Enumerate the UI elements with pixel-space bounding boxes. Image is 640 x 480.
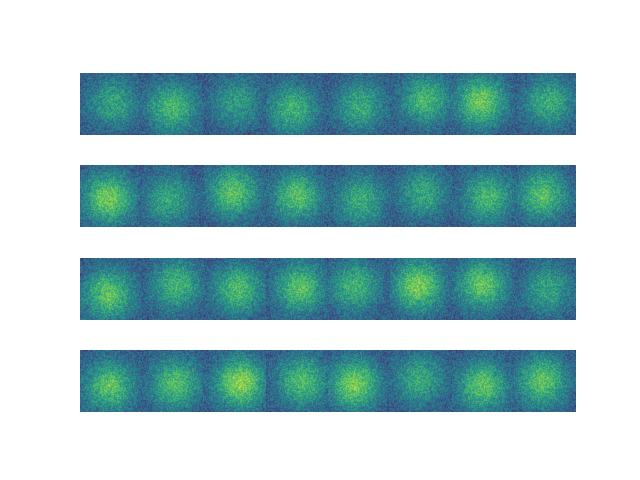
image-tile bbox=[390, 73, 452, 135]
image-tile bbox=[142, 165, 204, 227]
image-row-3 bbox=[80, 258, 576, 320]
image-tile bbox=[514, 258, 576, 320]
image-tile bbox=[80, 258, 142, 320]
image-tile bbox=[266, 165, 328, 227]
image-row-4 bbox=[80, 350, 576, 412]
image-row-2 bbox=[80, 165, 576, 227]
image-tile bbox=[80, 165, 142, 227]
image-tile bbox=[204, 73, 266, 135]
image-row-1 bbox=[80, 73, 576, 135]
image-tile bbox=[390, 350, 452, 412]
image-tile bbox=[514, 350, 576, 412]
image-tile bbox=[328, 73, 390, 135]
image-tile bbox=[390, 165, 452, 227]
image-tile bbox=[142, 350, 204, 412]
image-tile bbox=[80, 350, 142, 412]
image-tile bbox=[452, 165, 514, 227]
image-tile bbox=[514, 165, 576, 227]
image-tile bbox=[328, 165, 390, 227]
image-tile bbox=[452, 258, 514, 320]
image-tile bbox=[266, 258, 328, 320]
image-tile bbox=[328, 350, 390, 412]
image-tile bbox=[204, 350, 266, 412]
image-tile bbox=[266, 350, 328, 412]
image-tile bbox=[328, 258, 390, 320]
image-tile bbox=[142, 258, 204, 320]
image-tile bbox=[204, 258, 266, 320]
image-tile bbox=[80, 73, 142, 135]
image-tile bbox=[514, 73, 576, 135]
image-tile bbox=[452, 73, 514, 135]
image-tile bbox=[452, 350, 514, 412]
image-tile bbox=[266, 73, 328, 135]
image-tile bbox=[142, 73, 204, 135]
image-tile bbox=[390, 258, 452, 320]
image-tile bbox=[204, 165, 266, 227]
